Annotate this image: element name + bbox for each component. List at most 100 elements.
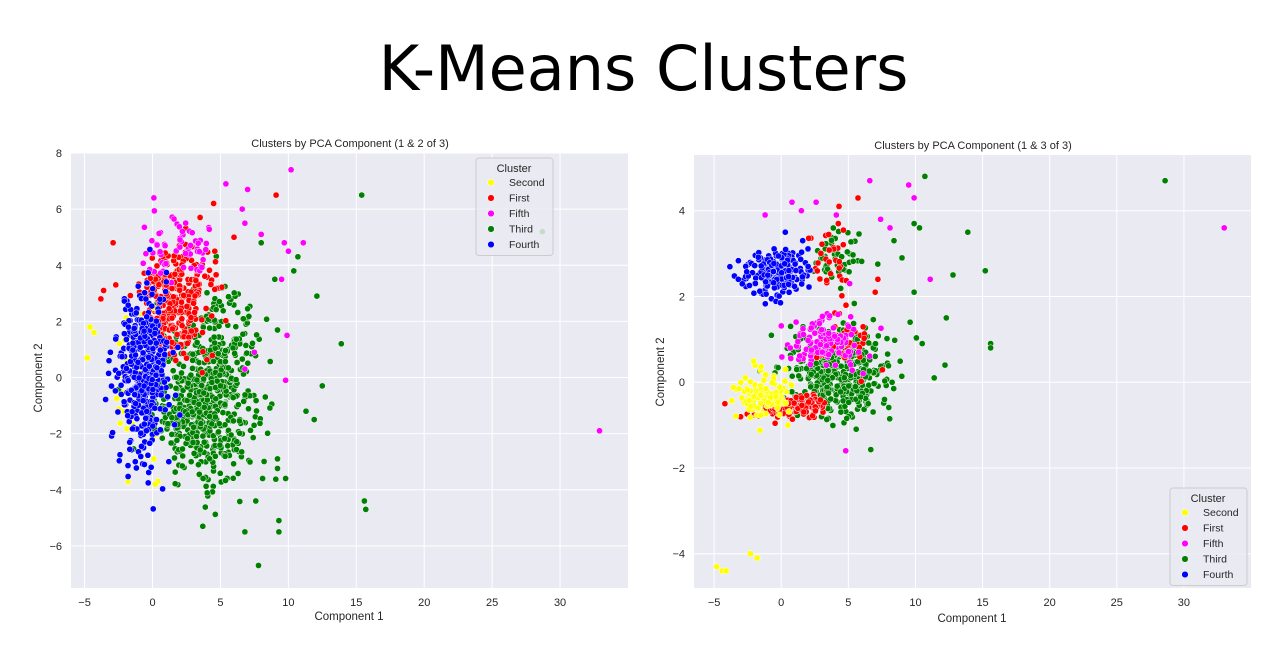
data-point <box>830 324 837 332</box>
data-point <box>278 275 285 283</box>
data-point <box>756 287 764 295</box>
data-point <box>849 257 857 265</box>
data-point <box>852 425 860 433</box>
data-point <box>187 264 195 272</box>
legend-label-third: Third <box>1203 554 1227 566</box>
data-point <box>804 337 812 344</box>
data-point <box>259 475 266 482</box>
data-point <box>738 280 746 288</box>
data-point <box>194 239 202 247</box>
data-point <box>245 405 252 413</box>
data-point <box>168 285 176 292</box>
data-point <box>200 375 208 383</box>
data-point <box>840 226 847 234</box>
data-point <box>116 340 123 347</box>
data-point <box>881 396 888 403</box>
data-point <box>866 177 874 185</box>
data-point <box>198 382 206 389</box>
data-point <box>113 395 121 402</box>
data-point <box>189 365 196 372</box>
data-point <box>176 236 184 244</box>
data-point <box>114 408 122 416</box>
data-point <box>768 331 775 339</box>
legend-marker-second <box>1181 508 1189 517</box>
data-point <box>216 371 224 379</box>
data-point <box>187 314 195 321</box>
data-point <box>197 420 205 428</box>
data-point <box>787 355 795 362</box>
data-point <box>151 207 158 215</box>
data-point <box>1161 177 1169 185</box>
data-point <box>885 404 893 411</box>
data-point <box>823 416 831 423</box>
data-point <box>732 412 740 420</box>
data-point <box>219 307 227 315</box>
data-point <box>239 330 247 338</box>
data-point <box>221 421 229 429</box>
legend-label-fourth: Fourth <box>509 239 540 251</box>
data-point <box>859 370 867 377</box>
data-point <box>232 376 240 383</box>
data-point <box>310 416 318 423</box>
y-axis-label: Component 2 <box>33 343 45 412</box>
data-point <box>210 200 217 207</box>
data-point <box>135 374 143 382</box>
data-point <box>90 329 98 336</box>
data-point <box>210 333 218 341</box>
data-point <box>845 382 853 390</box>
data-point <box>964 228 972 236</box>
x-axis-label: Component 1 <box>314 611 383 623</box>
data-point <box>257 231 265 238</box>
data-point <box>206 266 213 274</box>
data-point <box>230 289 238 297</box>
legend-title: Cluster <box>1191 493 1226 505</box>
data-point <box>116 451 124 459</box>
data-point <box>825 246 833 254</box>
data-point <box>198 369 206 376</box>
data-point <box>176 223 183 231</box>
data-point <box>112 281 120 289</box>
data-point <box>261 393 269 401</box>
legend-label-third: Third <box>509 224 533 236</box>
data-point <box>768 379 776 387</box>
data-point <box>869 316 877 323</box>
data-point <box>883 335 891 342</box>
data-point <box>788 381 795 389</box>
data-point <box>147 463 155 471</box>
data-point <box>244 359 252 367</box>
data-point <box>149 422 157 430</box>
data-point <box>252 497 260 505</box>
data-point <box>241 219 249 227</box>
legend-marker-fourth <box>1181 570 1189 579</box>
series-fourth <box>102 246 184 513</box>
data-point <box>816 320 823 327</box>
data-point <box>116 419 124 427</box>
data-point <box>170 293 177 301</box>
data-point <box>280 239 288 247</box>
data-point <box>337 340 345 348</box>
data-point <box>1220 224 1228 232</box>
data-point <box>165 401 173 409</box>
data-point <box>146 338 154 346</box>
data-point <box>789 415 796 423</box>
data-point <box>746 378 754 386</box>
data-point <box>138 443 145 450</box>
data-point <box>885 362 892 370</box>
data-point <box>250 421 258 429</box>
data-point <box>169 325 176 333</box>
data-point <box>857 378 865 385</box>
y-tick-label: 6 <box>56 204 62 216</box>
data-point <box>108 382 115 390</box>
data-point <box>781 228 789 236</box>
data-point <box>774 364 782 371</box>
legend-marker-second <box>487 178 495 187</box>
data-point <box>761 300 769 308</box>
data-point <box>165 458 173 466</box>
data-point <box>792 318 800 326</box>
data-point <box>828 236 835 244</box>
data-point <box>823 342 830 350</box>
data-point <box>206 455 213 463</box>
data-point <box>129 425 136 433</box>
data-point <box>833 382 841 390</box>
data-point <box>734 275 742 283</box>
